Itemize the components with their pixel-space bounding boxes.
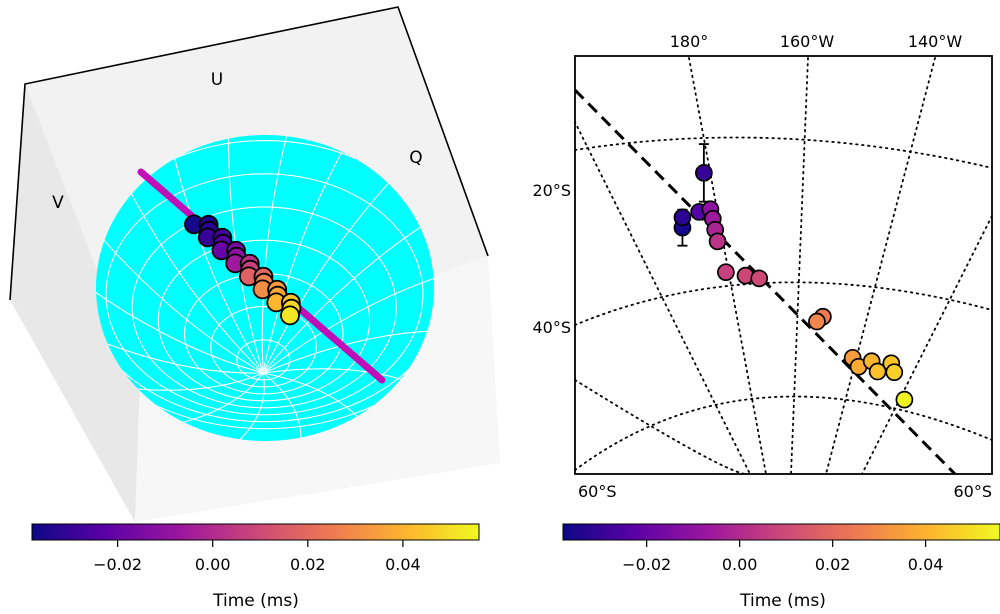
map-point — [717, 263, 735, 282]
lon-label-160w: 160°W — [780, 32, 835, 51]
lat-circle-20s — [575, 136, 992, 169]
map-frame-bg — [575, 56, 992, 474]
sphere-parallel — [157, 239, 371, 402]
colorbar-tick-label: 0.00 — [722, 555, 758, 574]
colorbar-tick-label: 0.02 — [815, 555, 851, 574]
axis-label-v: V — [52, 193, 64, 213]
lon-label-140w: 140°W — [908, 32, 963, 51]
map-point — [885, 363, 904, 382]
bottom-label-60s-right: 60°S — [953, 482, 992, 501]
lat-circle-80s — [575, 379, 746, 474]
colorbar-right: −0.02 0.00 0.02 0.04 Time (ms) — [562, 523, 1000, 611]
axis-label-u: U — [211, 70, 223, 90]
meridian-200 — [575, 120, 751, 474]
lat-circle-40s — [575, 281, 992, 326]
sphere-meridian — [261, 135, 301, 374]
colorbar-tick-label: 0.04 — [908, 555, 944, 574]
box-edge — [9, 6, 489, 301]
lon-label-180: 180° — [670, 32, 709, 51]
map-frame — [574, 55, 993, 475]
sphere-parallel — [131, 206, 397, 409]
colorbar-right-bar — [562, 523, 1000, 541]
map-point — [895, 390, 914, 409]
sphere-meridian — [229, 372, 265, 441]
axis-label-q: Q — [409, 148, 422, 168]
colorbar-tick-label: −0.02 — [93, 555, 142, 574]
sphere-parallel — [96, 140, 434, 423]
colorbar-tick-label: −0.02 — [622, 555, 671, 574]
meridian-140w — [825, 57, 936, 474]
map-point — [695, 164, 713, 182]
colorbar-left: −0.02 0.00 0.02 0.04 Time (ms) — [31, 523, 480, 611]
sphere-points — [184, 214, 302, 326]
lat-label-40s: 40°S — [532, 318, 571, 337]
colorbar-tick-label: 0.04 — [385, 555, 421, 574]
map-point — [708, 232, 727, 251]
sphere-parallel — [236, 339, 291, 381]
colorbar-tick-label: 0.00 — [195, 555, 231, 574]
lat-label-20s: 20°S — [532, 181, 571, 200]
sphere-parallel — [210, 306, 317, 388]
colorbar-tick-label: 0.02 — [290, 555, 326, 574]
poincare-sphere-panel: U Q V — [9, 6, 500, 522]
sphere-meridian — [227, 135, 264, 374]
pane-left — [10, 84, 140, 522]
colorbar-left-label: Time (ms) — [212, 591, 299, 611]
map-points — [673, 164, 914, 409]
sphere-parallel — [96, 135, 434, 430]
map-point — [750, 269, 769, 288]
sphere-parallel — [105, 173, 424, 416]
colorbar-left-bar — [31, 523, 480, 541]
map-point — [808, 312, 826, 331]
bottom-label-60s-left: 60°S — [578, 482, 617, 501]
sphere-point — [280, 305, 300, 326]
colorbar-right-label: Time (ms) — [739, 591, 826, 611]
map-point — [673, 208, 692, 227]
map-panel: 180° 160°W 140°W 20°S 40°S 60°S 60°S — [532, 32, 993, 501]
